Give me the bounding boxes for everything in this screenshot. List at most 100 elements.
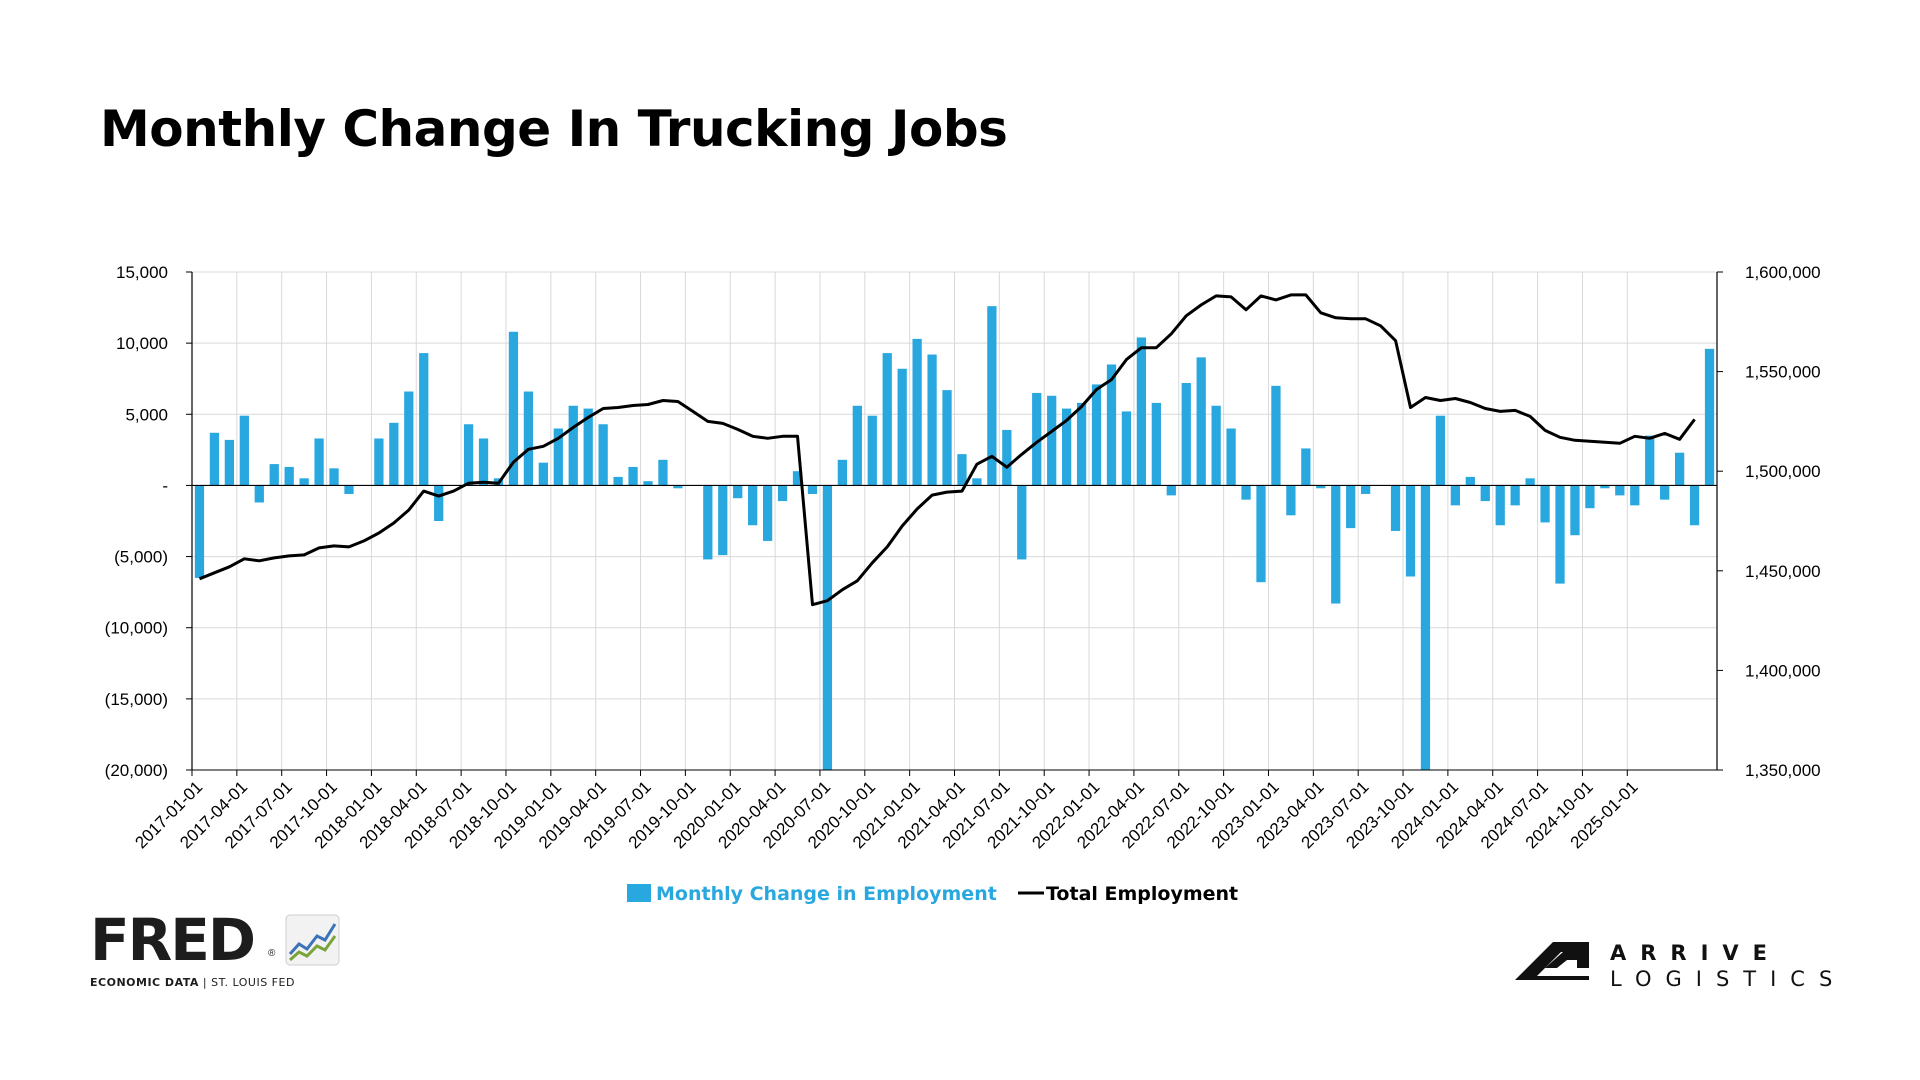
bar <box>987 306 997 486</box>
bar <box>553 428 563 486</box>
legend-label-line: Total Employment <box>1046 883 1238 905</box>
bar <box>1226 428 1236 486</box>
bar <box>1076 402 1087 486</box>
bar <box>1196 357 1206 486</box>
fred-logo: FRED ® ECONOMIC DATA | ST. LOUIS FED <box>90 910 350 990</box>
bar <box>807 485 818 494</box>
y-right-tick-label: 1,600,000 <box>1745 263 1821 282</box>
legend-swatch-bars <box>627 884 651 902</box>
bar <box>1151 402 1161 486</box>
fred-sub-sep: | <box>202 976 208 989</box>
y-right-tick-label: 1,450,000 <box>1745 562 1821 581</box>
bar <box>1316 485 1326 489</box>
bar <box>419 353 429 486</box>
bar <box>673 485 683 489</box>
bar <box>1585 485 1595 509</box>
bar <box>1061 408 1072 486</box>
bar <box>344 485 354 494</box>
bar <box>1689 485 1700 526</box>
bar <box>1286 485 1296 516</box>
y-right-tick-label: 1,500,000 <box>1745 462 1821 481</box>
arrive-line2: LOGISTICS <box>1610 967 1847 991</box>
bar <box>822 485 833 770</box>
bar <box>613 476 623 486</box>
chart-title: Monthly Change In Trucking Jobs <box>100 100 1008 158</box>
bar <box>523 391 534 486</box>
bar <box>478 438 489 486</box>
bar <box>463 424 474 486</box>
bar <box>254 485 264 503</box>
y-left-tick-label: (5,000) <box>114 548 168 567</box>
bar <box>1704 348 1715 486</box>
bar <box>897 368 907 486</box>
bar <box>852 405 862 486</box>
bar <box>329 468 339 486</box>
y-left-tick-label: (10,000) <box>105 619 168 638</box>
bar <box>374 438 384 486</box>
bar <box>1630 485 1640 506</box>
legend-label-bars: Monthly Change in Employment <box>656 883 997 905</box>
bar <box>972 478 982 486</box>
arrive-line1: ARRIVE <box>1610 941 1782 965</box>
y-axis-left-labels: 15,000 10,000 5,000 - (5,000) (10,000) (15,000… <box>105 263 168 780</box>
bar <box>733 485 743 499</box>
bar <box>1346 485 1356 529</box>
bar <box>1570 485 1580 536</box>
arrive-logistics-logo: ARRIVE LOGISTICS <box>1515 940 1855 992</box>
bar <box>1540 485 1550 523</box>
bar <box>1555 485 1565 584</box>
bar <box>1405 485 1416 577</box>
bar <box>762 485 773 541</box>
bar <box>927 354 937 486</box>
bar <box>434 485 444 521</box>
bar <box>1002 429 1012 486</box>
bar <box>1435 415 1446 486</box>
bar <box>777 485 788 502</box>
bar <box>643 481 653 486</box>
bar <box>1091 384 1102 486</box>
bar <box>269 464 279 486</box>
bar <box>718 485 728 556</box>
y-left-tick-label: (15,000) <box>105 690 168 709</box>
bar <box>1331 485 1341 604</box>
bar <box>837 459 848 486</box>
bar-series <box>194 306 1715 770</box>
grid-lines <box>191 271 1717 771</box>
line-series <box>198 293 1696 607</box>
bar <box>867 415 877 486</box>
bar <box>792 471 803 486</box>
bar <box>1645 435 1655 486</box>
bar <box>1600 485 1610 489</box>
y-right-tick-label: 1,350,000 <box>1745 761 1821 780</box>
bar <box>957 454 967 486</box>
bar <box>1121 411 1132 486</box>
bar <box>703 485 713 560</box>
bar <box>1106 364 1117 486</box>
bar <box>1361 485 1371 494</box>
bar <box>1271 385 1281 486</box>
bar <box>1047 395 1057 486</box>
bar <box>1495 485 1505 526</box>
arrive-wordmark: ARRIVE LOGISTICS <box>1610 940 1846 992</box>
bar <box>583 408 593 486</box>
bar <box>1465 476 1475 486</box>
bar <box>1420 485 1431 770</box>
bar <box>1660 485 1670 500</box>
axes <box>186 271 1723 776</box>
bar <box>1390 485 1401 531</box>
bar <box>239 415 249 486</box>
bar <box>1301 448 1311 486</box>
bar <box>1211 405 1221 486</box>
bar <box>538 462 548 486</box>
fred-graph-icon <box>285 914 340 966</box>
bar <box>209 432 220 486</box>
bar <box>389 422 399 486</box>
bar <box>658 459 668 486</box>
fred-subtitle: ECONOMIC DATA | ST. LOUIS FED <box>90 976 295 989</box>
bar <box>1525 478 1535 486</box>
bar <box>1166 485 1176 496</box>
bar <box>194 485 205 578</box>
bar <box>912 338 922 486</box>
bar <box>1674 452 1685 486</box>
bar <box>1615 485 1625 496</box>
